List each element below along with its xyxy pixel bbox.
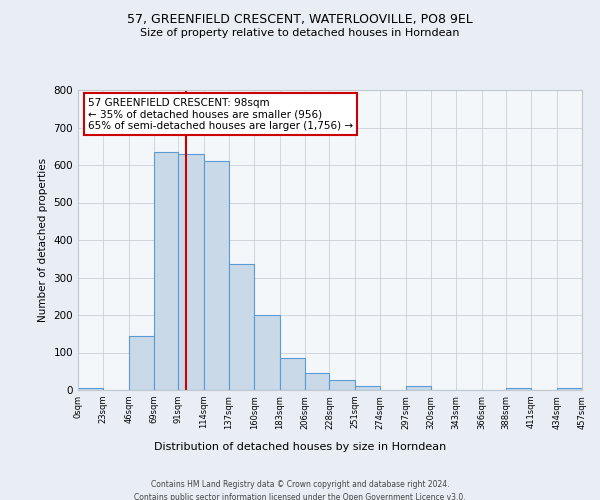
Bar (154, 152, 178, 390)
Bar (280, 358, 305, 390)
Bar (355, 386, 380, 390)
Bar (229, 264, 254, 390)
Bar (129, 336, 154, 390)
Bar (78, 388, 103, 390)
Text: 57 GREENFIELD CRESCENT: 98sqm
← 35% of detached houses are smaller (956)
65% of : 57 GREENFIELD CRESCENT: 98sqm ← 35% of d… (88, 98, 353, 130)
Bar (557, 388, 582, 390)
Bar (406, 386, 431, 390)
Bar (254, 315, 280, 390)
Y-axis label: Number of detached properties: Number of detached properties (38, 158, 48, 322)
Bar (506, 388, 531, 390)
Text: Distribution of detached houses by size in Horndean: Distribution of detached houses by size … (154, 442, 446, 452)
Bar (329, 380, 355, 390)
Text: Size of property relative to detached houses in Horndean: Size of property relative to detached ho… (140, 28, 460, 38)
Text: 57, GREENFIELD CRESCENT, WATERLOOVILLE, PO8 9EL: 57, GREENFIELD CRESCENT, WATERLOOVILLE, … (127, 12, 473, 26)
Text: Contains public sector information licensed under the Open Government Licence v3: Contains public sector information licen… (134, 492, 466, 500)
Bar (204, 161, 229, 390)
Text: Contains HM Land Registry data © Crown copyright and database right 2024.: Contains HM Land Registry data © Crown c… (151, 480, 449, 489)
Bar (305, 373, 329, 390)
Bar (178, 154, 204, 390)
